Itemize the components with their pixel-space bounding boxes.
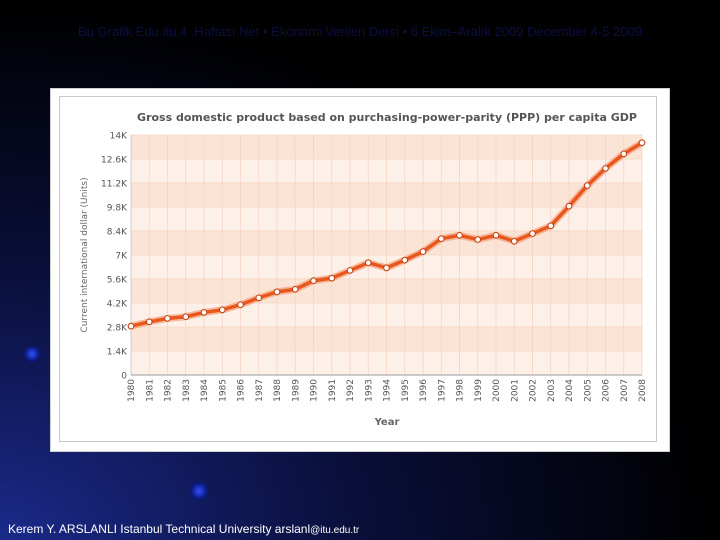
data-point (565, 202, 573, 210)
data-point (255, 294, 263, 302)
data-point (237, 301, 244, 309)
y-tick-label: 4.2K (107, 300, 128, 310)
data-point (583, 182, 591, 189)
y-tick-label: 7K (115, 252, 128, 262)
x-tick-label: 2008 (638, 379, 648, 402)
chart-frame (59, 96, 657, 442)
x-tick-label: 1985 (218, 379, 228, 402)
data-point (200, 309, 208, 316)
x-tick-label: 2005 (583, 379, 593, 402)
x-tick-label: 1997 (437, 379, 447, 402)
x-tick-label: 1999 (474, 379, 484, 402)
data-point (419, 248, 427, 255)
x-tick-label: 2003 (547, 379, 557, 402)
data-point (364, 259, 372, 267)
x-tick-label: 1998 (456, 379, 466, 402)
x-tick-label: 1983 (182, 379, 192, 402)
x-tick-label: 2000 (492, 379, 502, 402)
y-tick-label: 8.4K (107, 228, 128, 238)
y-tick-label: 5.6K (107, 276, 128, 286)
x-tick-label: 2006 (602, 379, 612, 402)
data-point (346, 267, 354, 274)
decorative-orb (24, 346, 40, 362)
x-tick-label: 2002 (529, 379, 539, 402)
data-point (437, 235, 445, 243)
data-point (291, 285, 299, 293)
x-tick-label: 2004 (565, 379, 575, 402)
x-tick-label: 2007 (620, 379, 630, 402)
data-point (620, 150, 628, 158)
data-point (474, 236, 482, 243)
data-point (164, 315, 171, 322)
data-point (456, 231, 463, 239)
x-tick-label: 1990 (310, 379, 320, 402)
data-point (218, 306, 226, 314)
x-tick-label: 1996 (419, 379, 429, 402)
x-tick-label: 1982 (164, 379, 174, 402)
data-point (602, 165, 609, 172)
y-tick-label: 11.2K (101, 180, 128, 190)
y-tick-label: 0 (121, 372, 127, 382)
data-point (638, 139, 646, 147)
chart-title: Gross domestic product based on purchasi… (137, 111, 637, 124)
x-tick-label: 1995 (401, 379, 411, 402)
data-point (127, 322, 135, 330)
y-tick-label: 14K (110, 132, 128, 142)
data-point (182, 313, 190, 321)
y-axis-label: Current international dollar (Units) (80, 177, 90, 332)
data-point (401, 256, 409, 264)
y-tick-label: 1.4K (107, 348, 128, 358)
data-point (529, 230, 536, 237)
data-point (510, 237, 518, 245)
data-point (547, 222, 555, 230)
data-point (273, 288, 281, 296)
y-tick-label: 12.6K (101, 156, 128, 166)
x-tick-label: 1993 (364, 379, 374, 402)
data-point (383, 264, 390, 272)
x-tick-label: 1991 (328, 379, 338, 402)
y-tick-label: 9.8K (107, 204, 128, 214)
x-tick-label: 2001 (510, 379, 520, 402)
x-tick-label: 1980 (127, 379, 137, 402)
x-tick-label: 1981 (145, 379, 155, 402)
footer-author: Kerem Y. ARSLANLI Istanbul Technical Uni… (8, 522, 311, 536)
slide-title: Bu Grafik Edu.itu.4 .Haftası.Net • Ekono… (77, 24, 642, 39)
slide-footer: Kerem Y. ARSLANLI Istanbul Technical Uni… (8, 522, 359, 536)
decorative-orb (190, 482, 208, 500)
x-tick-label: 1984 (200, 379, 210, 402)
x-tick-label: 1989 (291, 379, 301, 402)
data-point (492, 231, 500, 239)
x-axis-label: Year (374, 417, 400, 428)
x-tick-label: 1987 (255, 379, 265, 402)
data-point (310, 277, 317, 285)
x-tick-label: 1994 (383, 379, 393, 402)
x-tick-label: 1992 (346, 379, 356, 402)
x-tick-label: 1988 (273, 379, 283, 402)
data-point (328, 274, 336, 282)
x-tick-label: 1986 (237, 379, 247, 402)
y-tick-label: 2.8K (107, 324, 128, 334)
data-point (145, 318, 153, 326)
footer-domain: @itu.edu.tr (310, 525, 360, 536)
